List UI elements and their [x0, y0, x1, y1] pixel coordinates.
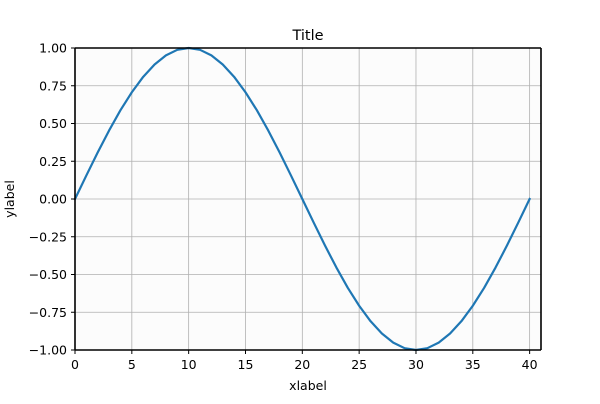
x-tick-labels: 0 5 10 15 20 25 30 35 40	[71, 357, 538, 372]
y-axis-label: ylabel	[2, 180, 17, 218]
y-tick-label-5: 0.25	[39, 154, 67, 169]
y-tick-labels: −1.00 −0.75 −0.50 −0.25 0.00 0.25 0.50 0.75 1.00	[29, 41, 67, 358]
y-tick-label-6: 0.50	[39, 116, 67, 131]
y-tick-label-4: 0.00	[39, 192, 67, 207]
series-line-0	[73, 46, 532, 352]
x-tick-label-4: 20	[294, 357, 310, 372]
chart-title: Title	[291, 28, 323, 44]
x-tick-label-0: 0	[71, 357, 79, 372]
x-tick-label-1: 5	[128, 357, 136, 372]
x-tick-label-8: 40	[522, 357, 538, 372]
tick-marks	[71, 47, 531, 354]
y-tick-label-8: 1.00	[39, 41, 67, 56]
x-tick-label-5: 25	[351, 357, 367, 372]
x-tick-label-6: 30	[408, 357, 424, 372]
y-tick-label-0: −1.00	[29, 343, 67, 358]
x-tick-label-2: 10	[181, 357, 197, 372]
series-layer	[73, 46, 532, 352]
y-tick-label-2: −0.50	[29, 267, 67, 282]
y-tick-label-3: −0.25	[29, 229, 67, 244]
x-tick-label-3: 15	[238, 357, 254, 372]
x-axis-label: xlabel	[289, 378, 327, 393]
y-tick-label-1: −0.75	[29, 305, 67, 320]
y-tick-label-7: 0.75	[39, 78, 67, 93]
x-tick-label-7: 35	[465, 357, 481, 372]
